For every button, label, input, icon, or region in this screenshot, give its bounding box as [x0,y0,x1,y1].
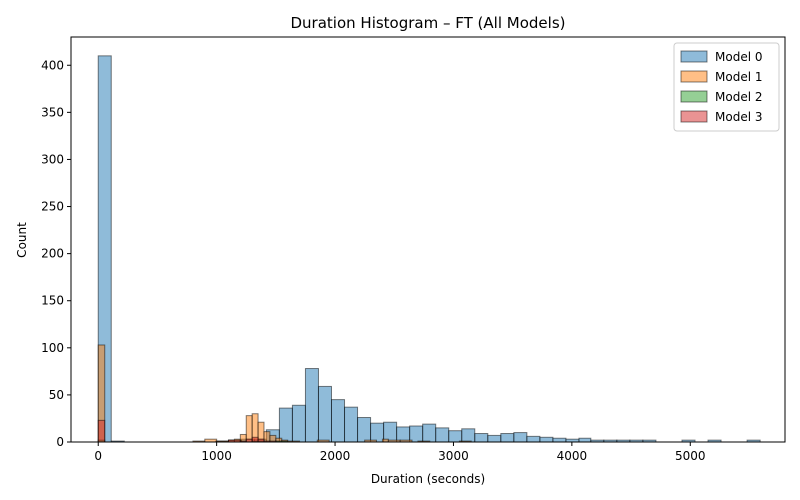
y-tick-label: 350 [41,105,64,119]
x-tick-label: 0 [94,449,102,463]
histogram-bar [409,425,424,443]
histogram-bar [422,423,437,443]
y-tick-label: 400 [41,58,64,72]
x-axis-label: Duration (seconds) [371,472,485,486]
histogram-bar [331,399,346,443]
y-tick-label: 0 [56,435,64,449]
legend-swatch [680,90,708,103]
y-axis-label: Count [15,222,29,258]
y-tick-label: 250 [41,200,64,214]
legend-label: Model 0 [715,50,762,64]
legend-label: Model 3 [715,110,762,124]
x-tick-label: 2000 [320,449,351,463]
histogram-bar [291,404,306,443]
legend-box [673,42,780,132]
histogram-bar [513,432,528,443]
x-tick-label: 4000 [557,449,588,463]
legend: Model 0 Model 1 Model 2 Model 3 [673,42,780,132]
histogram-bar [487,434,502,443]
plot-frame [70,36,786,443]
x-axis: 0 1000 2000 3000 4000 5000 [94,442,706,463]
histogram-bar [97,419,106,443]
histogram-bar [317,385,332,443]
histogram-bar [474,433,489,443]
histogram-bar [526,435,541,443]
x-tick-label: 5000 [675,449,706,463]
y-tick-label: 50 [49,388,64,402]
histogram-bar [357,417,372,443]
histogram-bar [278,407,293,443]
x-tick-label: 3000 [438,449,469,463]
y-tick-label: 150 [41,294,64,308]
legend-swatch [680,50,708,63]
histogram-bar [461,428,476,443]
series-model-0 [97,55,761,443]
histogram-bar [448,430,463,443]
chart-title: Duration Histogram – FT (All Models) [291,14,566,32]
histogram-bar [435,427,450,443]
x-tick-label: 1000 [201,449,232,463]
legend-label: Model 1 [715,70,762,84]
histogram-bar [578,437,592,443]
y-tick-label: 300 [41,152,64,166]
plot-area [70,36,786,443]
histogram-bar [263,431,271,443]
histogram-bar [370,422,385,443]
histogram-bar [251,436,259,443]
y-axis: 0 50 100 150 200 250 300 350 400 [41,58,71,449]
histogram-bar [344,406,359,443]
legend-label: Model 2 [715,90,762,104]
y-tick-label: 100 [41,341,64,355]
histogram-bar [500,433,515,443]
y-tick-label: 200 [41,247,64,261]
histogram-bar [304,368,319,443]
histogram-bar [539,436,554,443]
legend-swatch [680,70,708,83]
histogram-bar [245,415,253,443]
legend-swatch [680,110,708,123]
histogram-bar [552,437,567,443]
